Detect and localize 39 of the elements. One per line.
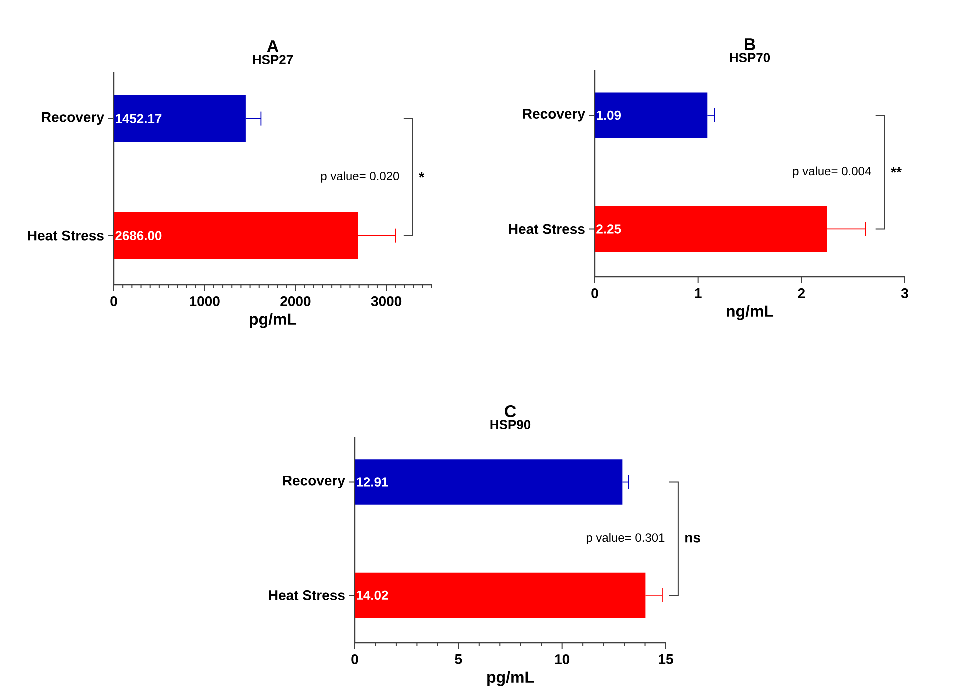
x-tick-label: 1 [695, 288, 702, 298]
x-tick-label: 2000 [280, 296, 311, 306]
x-tick-label: 10 [555, 654, 570, 664]
chart-subtitle: HSP70 [730, 53, 770, 62]
y-tick-label: Recovery [523, 109, 586, 122]
x-tick-label: 2 [798, 288, 806, 298]
annotation: ** [891, 168, 902, 173]
y-tick-label: Heat Stress [28, 230, 104, 241]
annotation: p value= 0.301 [586, 533, 665, 544]
annotation: p value= 0.020 [321, 172, 400, 183]
y-tick-label: Recovery [42, 112, 104, 126]
y-tick-label: Heat Stress [509, 224, 585, 234]
data-label: 14.02 [357, 590, 388, 600]
chart-title: B [745, 38, 756, 50]
x-tick-label: 3000 [371, 296, 402, 306]
y-tick-label: Recovery [283, 476, 346, 489]
data-label: 2686.00 [116, 231, 162, 240]
x-tick-label: 1000 [190, 296, 220, 306]
y-tick-label: Heat Stress [269, 590, 345, 600]
data-label: 2.25 [596, 224, 622, 234]
data-label: 12.91 [357, 478, 388, 487]
text: ns [686, 535, 700, 543]
data-label: 1452.17 [116, 114, 162, 124]
x-tick-label: 5 [455, 654, 462, 664]
chart-title: A [267, 40, 279, 52]
chart-subtitle: HSP90 [490, 420, 531, 430]
x-tick-label: 15 [659, 654, 674, 664]
data-label: 1.09 [597, 110, 622, 120]
chart-subtitle: HSP27 [253, 55, 294, 64]
x-tick-label: 0 [110, 296, 118, 306]
x-tick-label: 0 [592, 288, 598, 298]
annotation: * [419, 172, 425, 178]
x-axis-title: ng/mL [727, 305, 774, 320]
x-tick-label: 0 [352, 654, 358, 664]
x-axis-title: pg/mL [488, 671, 534, 686]
x-axis-title: pg/mL [250, 313, 297, 328]
x-tick-label: 3 [901, 288, 908, 298]
chart-title: C [505, 405, 516, 418]
annotation: p value= 0.004 [793, 166, 872, 178]
